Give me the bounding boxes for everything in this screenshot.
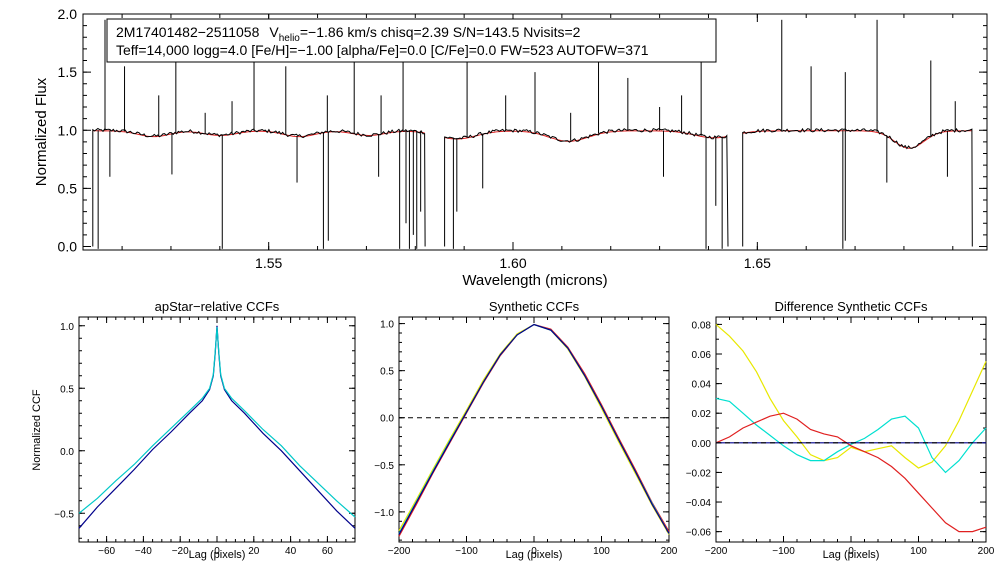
apstar-ccf-x-label: Lag (pixels) — [189, 549, 246, 561]
model-spectrum-chip-2 — [444, 130, 727, 142]
x-tick-label: 200 — [661, 546, 678, 557]
y-tick-label: 0.02 — [692, 409, 712, 420]
y-tick-label: 0.5 — [380, 367, 394, 378]
observed-spectrum-chip-3 — [742, 127, 973, 247]
y-tick-label: 1.0 — [380, 320, 394, 331]
y-tick-label: 0.06 — [692, 350, 712, 361]
info-line-1: 2M17401482−2511058 Vhelio=−1.86 km/s chis… — [116, 24, 581, 44]
info-v-symbol: V — [269, 24, 279, 40]
diff-ccf-plot-frame — [715, 316, 987, 543]
series-line-visit-2 — [78, 326, 356, 518]
diff-ccf-ticks — [715, 317, 987, 542]
y-tick-label: 0.04 — [692, 380, 712, 391]
apstar-ccf-series — [78, 325, 356, 529]
y-tick-label: −0.5 — [54, 509, 74, 520]
x-tick-label: −20 — [172, 546, 189, 557]
apstar-ccf-ticks — [78, 317, 356, 542]
apstar-ccf-title: apStar−relative CCFs — [155, 299, 280, 314]
apstar-ccf-plot-frame — [78, 316, 356, 543]
info-star-id: 2M17401482−2511058 — [116, 24, 260, 40]
y-tick-label: 0.0 — [58, 239, 78, 255]
spectrum-y-label: Normalized Flux — [33, 77, 50, 186]
observed-spectrum-chip-1 — [92, 127, 426, 247]
y-tick-label: 1.5 — [58, 64, 78, 80]
spectrum-ticks — [83, 13, 987, 250]
x-tick-label: −100 — [772, 546, 795, 557]
x-tick-label: 40 — [285, 546, 297, 557]
spectrum-panel: 1.55 1.60 1.65 0.0 0.5 1.0 1.5 2.0 Wavelength (… — [33, 6, 988, 289]
series-line-visit-1 — [78, 325, 356, 529]
info-v-subscript: helio — [279, 33, 301, 44]
y-tick-label: −0.02 — [686, 468, 712, 479]
series-line-synthetic-1 — [398, 323, 670, 535]
x-tick-label: 100 — [593, 546, 610, 557]
y-tick-label: 0.08 — [692, 320, 712, 331]
y-tick-label: 0.00 — [692, 439, 712, 450]
spectrum-x-label: Wavelength (microns) — [462, 272, 607, 289]
observed-spectrum-chip-2 — [444, 127, 729, 247]
x-tick-label: −60 — [98, 546, 115, 557]
apstar-ccf-panel: apStar−relative CCFs −60 −40 −20 0 20 40 60 −0.… — [31, 299, 356, 561]
diff-ccf-title: Difference Synthetic CCFs — [775, 299, 928, 314]
x-tick-label: −200 — [705, 546, 728, 557]
info-box: 2M17401482−2511058 Vhelio=−1.86 km/s chis… — [106, 18, 717, 63]
series-line-synthetic-3 — [398, 323, 670, 534]
y-tick-label: −1.0 — [374, 508, 394, 519]
series-line-synthetic-2 — [398, 323, 670, 537]
series-line-yellow-blue — [715, 323, 987, 469]
x-tick-label: 0 — [531, 546, 537, 557]
diff-ccf-series — [715, 323, 987, 533]
x-tick-label: 60 — [322, 546, 334, 557]
x-tick-label: −100 — [455, 546, 478, 557]
spectrum-plot-frame — [82, 13, 988, 251]
series-line-red-blue — [715, 412, 987, 533]
info-box-frame — [106, 18, 717, 63]
apstar-ccf-tick-labels: −60 −40 −20 0 20 40 60 −0.5 0.0 0.5 1.0 — [54, 322, 333, 557]
x-tick-label: −40 — [135, 546, 152, 557]
synthetic-ccf-series — [398, 323, 670, 537]
synthetic-ccf-title: Synthetic CCFs — [489, 299, 580, 314]
y-tick-label: 1.0 — [58, 122, 78, 138]
series-line-cyan-blue — [715, 397, 987, 474]
y-tick-label: −0.06 — [686, 528, 712, 539]
y-tick-label: 0.0 — [60, 447, 74, 458]
y-tick-label: 0.0 — [380, 414, 394, 425]
y-tick-label: −0.5 — [374, 461, 394, 472]
diff-ccf-tick-labels: −200 −100 0 100 200 −0.06 −0.04 −0.02 0.00 0.02 0.… — [686, 320, 995, 557]
y-tick-label: 2.0 — [58, 6, 78, 22]
y-tick-label: 0.5 — [60, 384, 74, 395]
series-line-synthetic-4 — [398, 323, 670, 535]
y-tick-label: 0.5 — [58, 180, 78, 196]
diff-ccf-panel: Difference Synthetic CCFs −200 −100 0 100 20… — [686, 299, 995, 561]
spectrum-series — [92, 19, 973, 249]
x-tick-label: 1.55 — [255, 255, 282, 271]
x-tick-label: 0 — [214, 546, 220, 557]
apstar-ccf-y-label: Normalized CCF — [31, 389, 43, 471]
synthetic-ccf-ticks — [398, 317, 670, 542]
x-tick-label: 200 — [978, 546, 995, 557]
y-tick-label: 1.0 — [60, 322, 74, 333]
info-line-1-values: =−1.86 km/s chisq=2.39 S/N=143.5 Nvisits… — [300, 24, 581, 40]
synthetic-ccf-tick-labels: −200 −100 0 100 200 −1.0 −0.5 0.0 0.5 1.0 — [374, 320, 678, 557]
spectrum-tick-labels: 1.55 1.60 1.65 0.0 0.5 1.0 1.5 2.0 — [58, 6, 772, 271]
x-tick-label: −200 — [388, 546, 411, 557]
x-tick-label: 1.65 — [744, 255, 771, 271]
x-tick-label: 0 — [848, 546, 854, 557]
diff-ccf-x-label: Lag (pixels) — [823, 549, 880, 561]
x-tick-label: 1.60 — [499, 255, 526, 271]
y-tick-label: −0.04 — [686, 498, 712, 509]
x-tick-label: 20 — [248, 546, 260, 557]
synthetic-ccf-panel: Synthetic CCFs −200 −100 0 100 200 −1.0 −0.5 0.… — [374, 299, 678, 561]
synthetic-ccf-plot-frame — [398, 316, 670, 543]
synthetic-ccf-x-label: Lag (pixels) — [506, 549, 563, 561]
x-tick-label: 100 — [910, 546, 927, 557]
info-line-2: Teff=14,000 logg=4.0 [Fe/H]=−1.00 [alpha… — [116, 42, 649, 58]
